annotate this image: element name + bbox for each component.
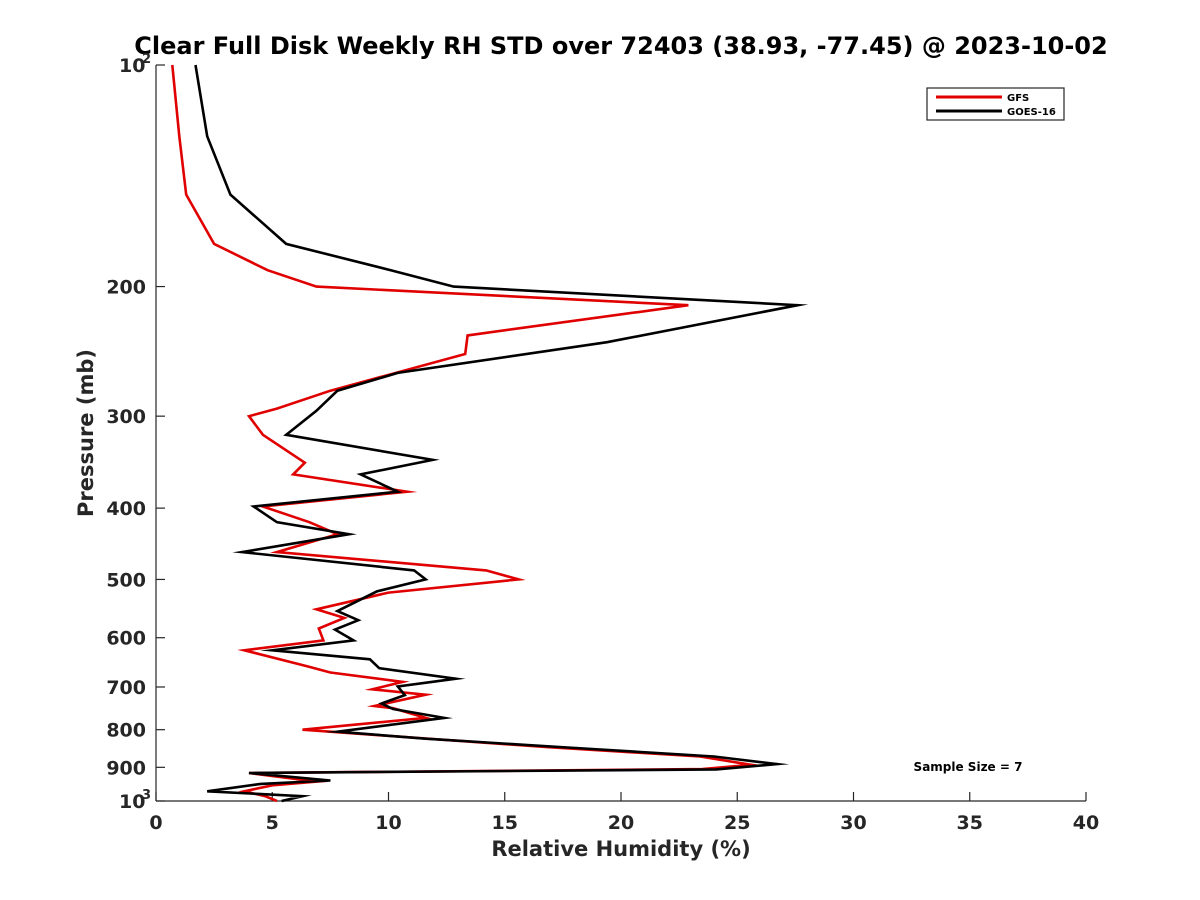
legend-box bbox=[926, 87, 1065, 121]
y-axis-label: Pressure (mb) bbox=[74, 349, 98, 517]
y-tick-label: 200 bbox=[106, 277, 146, 299]
axes-frame bbox=[155, 65, 1086, 802]
y-tick-label: 700 bbox=[106, 677, 146, 699]
x-tick-label: 40 bbox=[1073, 812, 1099, 834]
x-tick-label: 5 bbox=[266, 812, 279, 834]
y-tick-label: 500 bbox=[106, 569, 146, 591]
x-axis-label: Relative Humidity (%) bbox=[491, 837, 750, 861]
x-tick-label: 35 bbox=[957, 812, 983, 834]
y-tick-label-base: 10 bbox=[119, 791, 145, 813]
x-ticks: 0 5 10 15 20 25 30 35 40 bbox=[149, 792, 1099, 834]
legend-label-gfs: GFS bbox=[1007, 93, 1029, 104]
y-tick-label-exponent: 3 bbox=[142, 788, 151, 803]
x-tick-label: 30 bbox=[840, 812, 866, 834]
series-layer bbox=[171, 64, 809, 803]
y-tick-label-exponent: 2 bbox=[142, 52, 151, 67]
series-line-goes16 bbox=[194, 64, 809, 803]
legend-label-goes16: GOES-16 bbox=[1007, 107, 1056, 118]
chart-title: Clear Full Disk Weekly RH STD over 72403… bbox=[134, 32, 1107, 60]
legend: GFS GOES-16 bbox=[926, 87, 1065, 121]
x-tick-label: 10 bbox=[375, 812, 401, 834]
x-tick-label: 25 bbox=[724, 812, 750, 834]
y-tick-label: 600 bbox=[106, 628, 146, 650]
sample-size-annotation: Sample Size = 7 bbox=[914, 760, 1023, 774]
y-tick-label: 800 bbox=[106, 720, 146, 742]
x-tick-label: 15 bbox=[492, 812, 518, 834]
y-tick-label: 300 bbox=[106, 406, 146, 428]
y-tick-label: 400 bbox=[106, 498, 146, 520]
series-line-gfs bbox=[171, 64, 762, 803]
y-tick-label: 900 bbox=[106, 757, 146, 779]
y-tick-label-base: 10 bbox=[119, 55, 145, 77]
x-tick-label: 20 bbox=[608, 812, 634, 834]
x-tick-label: 0 bbox=[149, 812, 162, 834]
